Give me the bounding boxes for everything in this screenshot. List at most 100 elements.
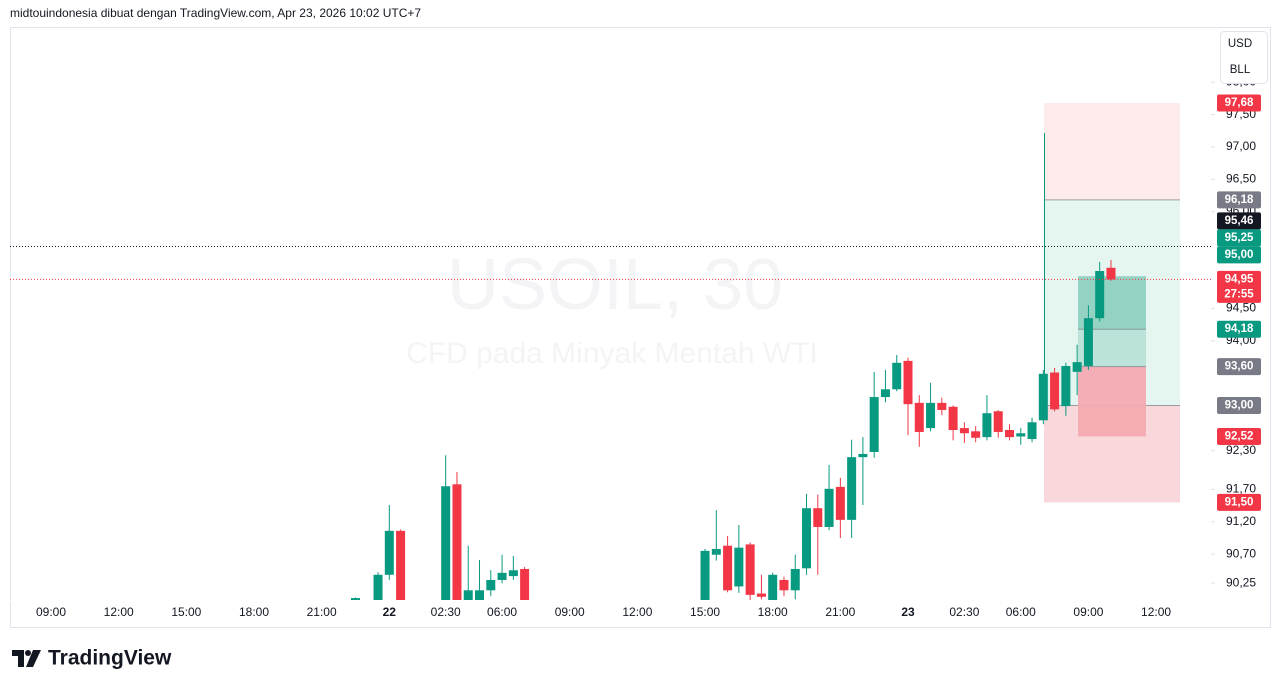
watermark-description: CFD pada Minyak Mentah WTI (406, 337, 818, 370)
candle-body (835, 486, 845, 520)
price-label: 95,00 (1225, 249, 1254, 261)
candle-body (903, 360, 913, 405)
candle-body (1016, 433, 1026, 437)
y-tick-label: 92,30 (1226, 443, 1256, 457)
x-tick-label: 09:00 (36, 605, 66, 619)
price-label-box (1217, 212, 1261, 230)
candle-body (384, 530, 394, 575)
candle-body (982, 413, 992, 438)
candle-body (350, 598, 360, 600)
price-label-box (1217, 191, 1261, 209)
candle-body (373, 574, 383, 600)
position-zone (1044, 102, 1180, 200)
price-label: 92,52 (1225, 431, 1254, 443)
candle-body (1050, 372, 1060, 410)
price-label-box (1217, 427, 1261, 445)
y-tick-label: 91,70 (1226, 482, 1256, 496)
candle-body (790, 568, 800, 591)
candle-body (847, 457, 857, 520)
candle-body (779, 579, 789, 591)
candle-body (971, 431, 981, 438)
currency-panel: USD BLL (1220, 31, 1268, 84)
candle-body (756, 593, 766, 597)
candle-body (993, 411, 1003, 432)
candle-body (937, 402, 947, 410)
candle-body (475, 590, 485, 600)
candle-body (700, 550, 710, 600)
x-tick-label: 12:00 (104, 605, 134, 619)
y-tick-label: 94,50 (1226, 301, 1256, 315)
price-label-box (1217, 229, 1261, 247)
logo-mark (26, 650, 41, 667)
x-tick-label: 12:00 (622, 605, 652, 619)
candle-body (1061, 366, 1071, 407)
x-tick-label: 02:30 (431, 605, 461, 619)
candle-body (880, 389, 890, 398)
x-tick-label: 23 (901, 605, 915, 619)
x-tick-label: 12:00 (1141, 605, 1171, 619)
price-label: 96,18 (1225, 194, 1254, 206)
x-tick-label: 06:00 (487, 605, 517, 619)
candle-body (1083, 318, 1093, 367)
x-tick-label: 02:30 (949, 605, 979, 619)
header-text: midtouindonesia dibuat dengan TradingVie… (10, 6, 421, 20)
candle-body (734, 547, 744, 587)
price-label-box (1217, 358, 1261, 376)
y-tick-label: 96,50 (1226, 171, 1256, 185)
x-tick-label: 18:00 (239, 605, 269, 619)
logo-mark (25, 650, 31, 656)
candle-body (948, 406, 958, 431)
y-tick-label: 90,70 (1226, 546, 1256, 560)
price-label: 93,60 (1225, 361, 1254, 373)
price-lines (10, 245, 1211, 280)
position-tools (1044, 102, 1180, 503)
logo-mark (12, 650, 24, 667)
candle-body (1038, 373, 1048, 421)
price-labels: 97,68 96,18 95,46 95,25 95,00 94,95 27:55 94,18… (1217, 94, 1261, 511)
candle-body (1095, 271, 1105, 319)
price-label-box (1217, 320, 1261, 338)
price-label-box (1217, 94, 1261, 112)
price-label: 95,25 (1225, 232, 1254, 244)
candle-body (452, 484, 462, 600)
price-label-box (1217, 246, 1261, 264)
currency-panel-box (1220, 31, 1268, 84)
currency-button[interactable]: USD (1228, 38, 1252, 50)
candle-body (463, 590, 473, 600)
price-label: 93,00 (1225, 399, 1254, 411)
candle-body (813, 508, 823, 527)
candle-body (768, 574, 778, 600)
brand-logo: TradingView (12, 647, 172, 670)
price-label-box (1217, 493, 1261, 511)
candle-body (892, 362, 902, 390)
candle-body (802, 508, 812, 569)
candle-body (1004, 430, 1014, 438)
unit-button[interactable]: BLL (1230, 64, 1251, 76)
price-label-box (1217, 396, 1261, 414)
x-tick-label: 21:00 (307, 605, 337, 619)
candles (350, 260, 1116, 600)
candle-body (1072, 362, 1082, 372)
candle-body (1027, 422, 1037, 440)
candle-body (396, 530, 406, 600)
x-tick-label: 18:00 (758, 605, 788, 619)
y-tick-label: 90,25 (1226, 575, 1256, 589)
position-zone (1078, 366, 1146, 437)
candle-body (486, 579, 496, 591)
x-tick-label: 09:00 (555, 605, 585, 619)
candle-body (508, 570, 518, 577)
x-tick-label: 06:00 (1006, 605, 1036, 619)
candle-body (1106, 267, 1116, 280)
candle-body (441, 486, 451, 600)
price-countdown: 27:55 (1224, 288, 1254, 300)
brand-name: TradingView (48, 647, 172, 670)
x-tick-label: 15:00 (171, 605, 201, 619)
watermark-symbol: USOIL, 30 (447, 245, 783, 325)
candle-body (711, 548, 721, 555)
price-label-box (1217, 270, 1261, 303)
price-label: 97,68 (1225, 97, 1254, 109)
candle-body (497, 572, 507, 580)
price-label: 94,95 (1225, 273, 1254, 285)
